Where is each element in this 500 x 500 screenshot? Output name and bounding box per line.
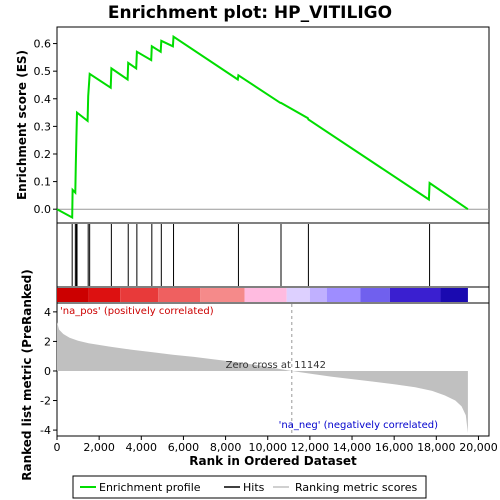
es-y-tick-label: 0.1	[34, 176, 52, 189]
legend-box	[72, 475, 427, 499]
es-panel: 0.0 0.1 0.2 0.3 0.4 0.5 0.6 Enrichment score (…	[15, 26, 490, 224]
legend-metric-label: Ranking metric scores	[295, 481, 417, 494]
hits-panel-frame	[56, 222, 490, 288]
legend-enrichment-label: Enrichment profile	[99, 481, 201, 494]
heatmap-segments	[57, 288, 468, 302]
x-tick-label: 6,000	[168, 441, 200, 454]
es-y-tick-label: 0.2	[34, 148, 52, 161]
heatmap-segment	[286, 288, 310, 302]
x-tick-label: 20,000	[459, 441, 498, 454]
metric-y-ticks: -4 -2 0 2 4	[40, 306, 57, 437]
heatmap-segment	[57, 288, 89, 302]
legend: Enrichment profile Hits Ranking metric s…	[72, 475, 427, 499]
zero-cross-label: Zero cross at 11142	[226, 360, 326, 371]
x-axis-label: Rank in Ordered Dataset	[189, 454, 357, 468]
heatmap-segment	[360, 288, 390, 302]
chart-title: Enrichment plot: HP_VITILIGO	[108, 3, 392, 23]
es-y-tick-label: 0.0	[34, 203, 52, 216]
x-tick-label: 10,000	[248, 441, 287, 454]
hits-panel	[56, 222, 490, 288]
x-tick-label: 4,000	[126, 441, 158, 454]
es-y-tick-label: 0.3	[34, 120, 52, 133]
negative-correlation-label: 'na_neg' (negatively correlated)	[279, 420, 438, 431]
es-y-tick-label: 0.5	[34, 65, 52, 78]
metric-y-axis-label: Ranked list metric (PreRanked)	[20, 269, 34, 481]
metric-y-tick-label: -4	[40, 424, 51, 437]
heatmap-segment	[158, 288, 201, 302]
es-y-tick-label: 0.4	[34, 93, 52, 106]
heatmap-segment	[120, 288, 159, 302]
heatmap-segment	[440, 288, 468, 302]
x-tick-label: 18,000	[417, 441, 456, 454]
metric-y-tick-label: 4	[44, 306, 51, 319]
ranking-metric-area	[57, 322, 468, 433]
x-tick-label: 0	[54, 441, 61, 454]
x-tick-label: 12,000	[291, 441, 330, 454]
es-y-ticks: 0.0 0.1 0.2 0.3 0.4 0.5 0.6	[34, 38, 57, 216]
es-panel-frame	[56, 26, 490, 224]
rank-heatmap-band	[56, 286, 490, 304]
x-tick-label: 2,000	[83, 441, 115, 454]
legend-hits-label: Hits	[243, 481, 265, 494]
heatmap-segment	[244, 288, 287, 302]
x-axis-ticks: 0 2,000 4,000 6,000 8,000 10,000 12,000 14,000 1…	[54, 436, 498, 454]
heatmap-segment	[200, 288, 245, 302]
es-y-axis-label: Enrichment score (ES)	[15, 50, 29, 200]
metric-y-tick-label: 0	[44, 365, 51, 378]
heatmap-segment	[309, 288, 327, 302]
x-tick-label: 8,000	[210, 441, 242, 454]
enrichment-profile-line	[56, 34, 469, 220]
x-tick-label: 14,000	[333, 441, 372, 454]
es-y-tick-label: 0.6	[34, 38, 52, 51]
heatmap-segment	[389, 288, 441, 302]
positive-correlation-label: 'na_pos' (positively correlated)	[60, 306, 214, 317]
x-tick-label: 16,000	[375, 441, 414, 454]
heatmap-segment	[88, 288, 121, 302]
hit-lines	[71, 224, 431, 286]
metric-panel: -4 -2 0 2 4 Zero cross at 11142 'na_pos' (po…	[20, 269, 490, 481]
heatmap-segment	[326, 288, 361, 302]
metric-y-tick-label: 2	[44, 335, 51, 348]
metric-y-tick-label: -2	[40, 395, 51, 408]
